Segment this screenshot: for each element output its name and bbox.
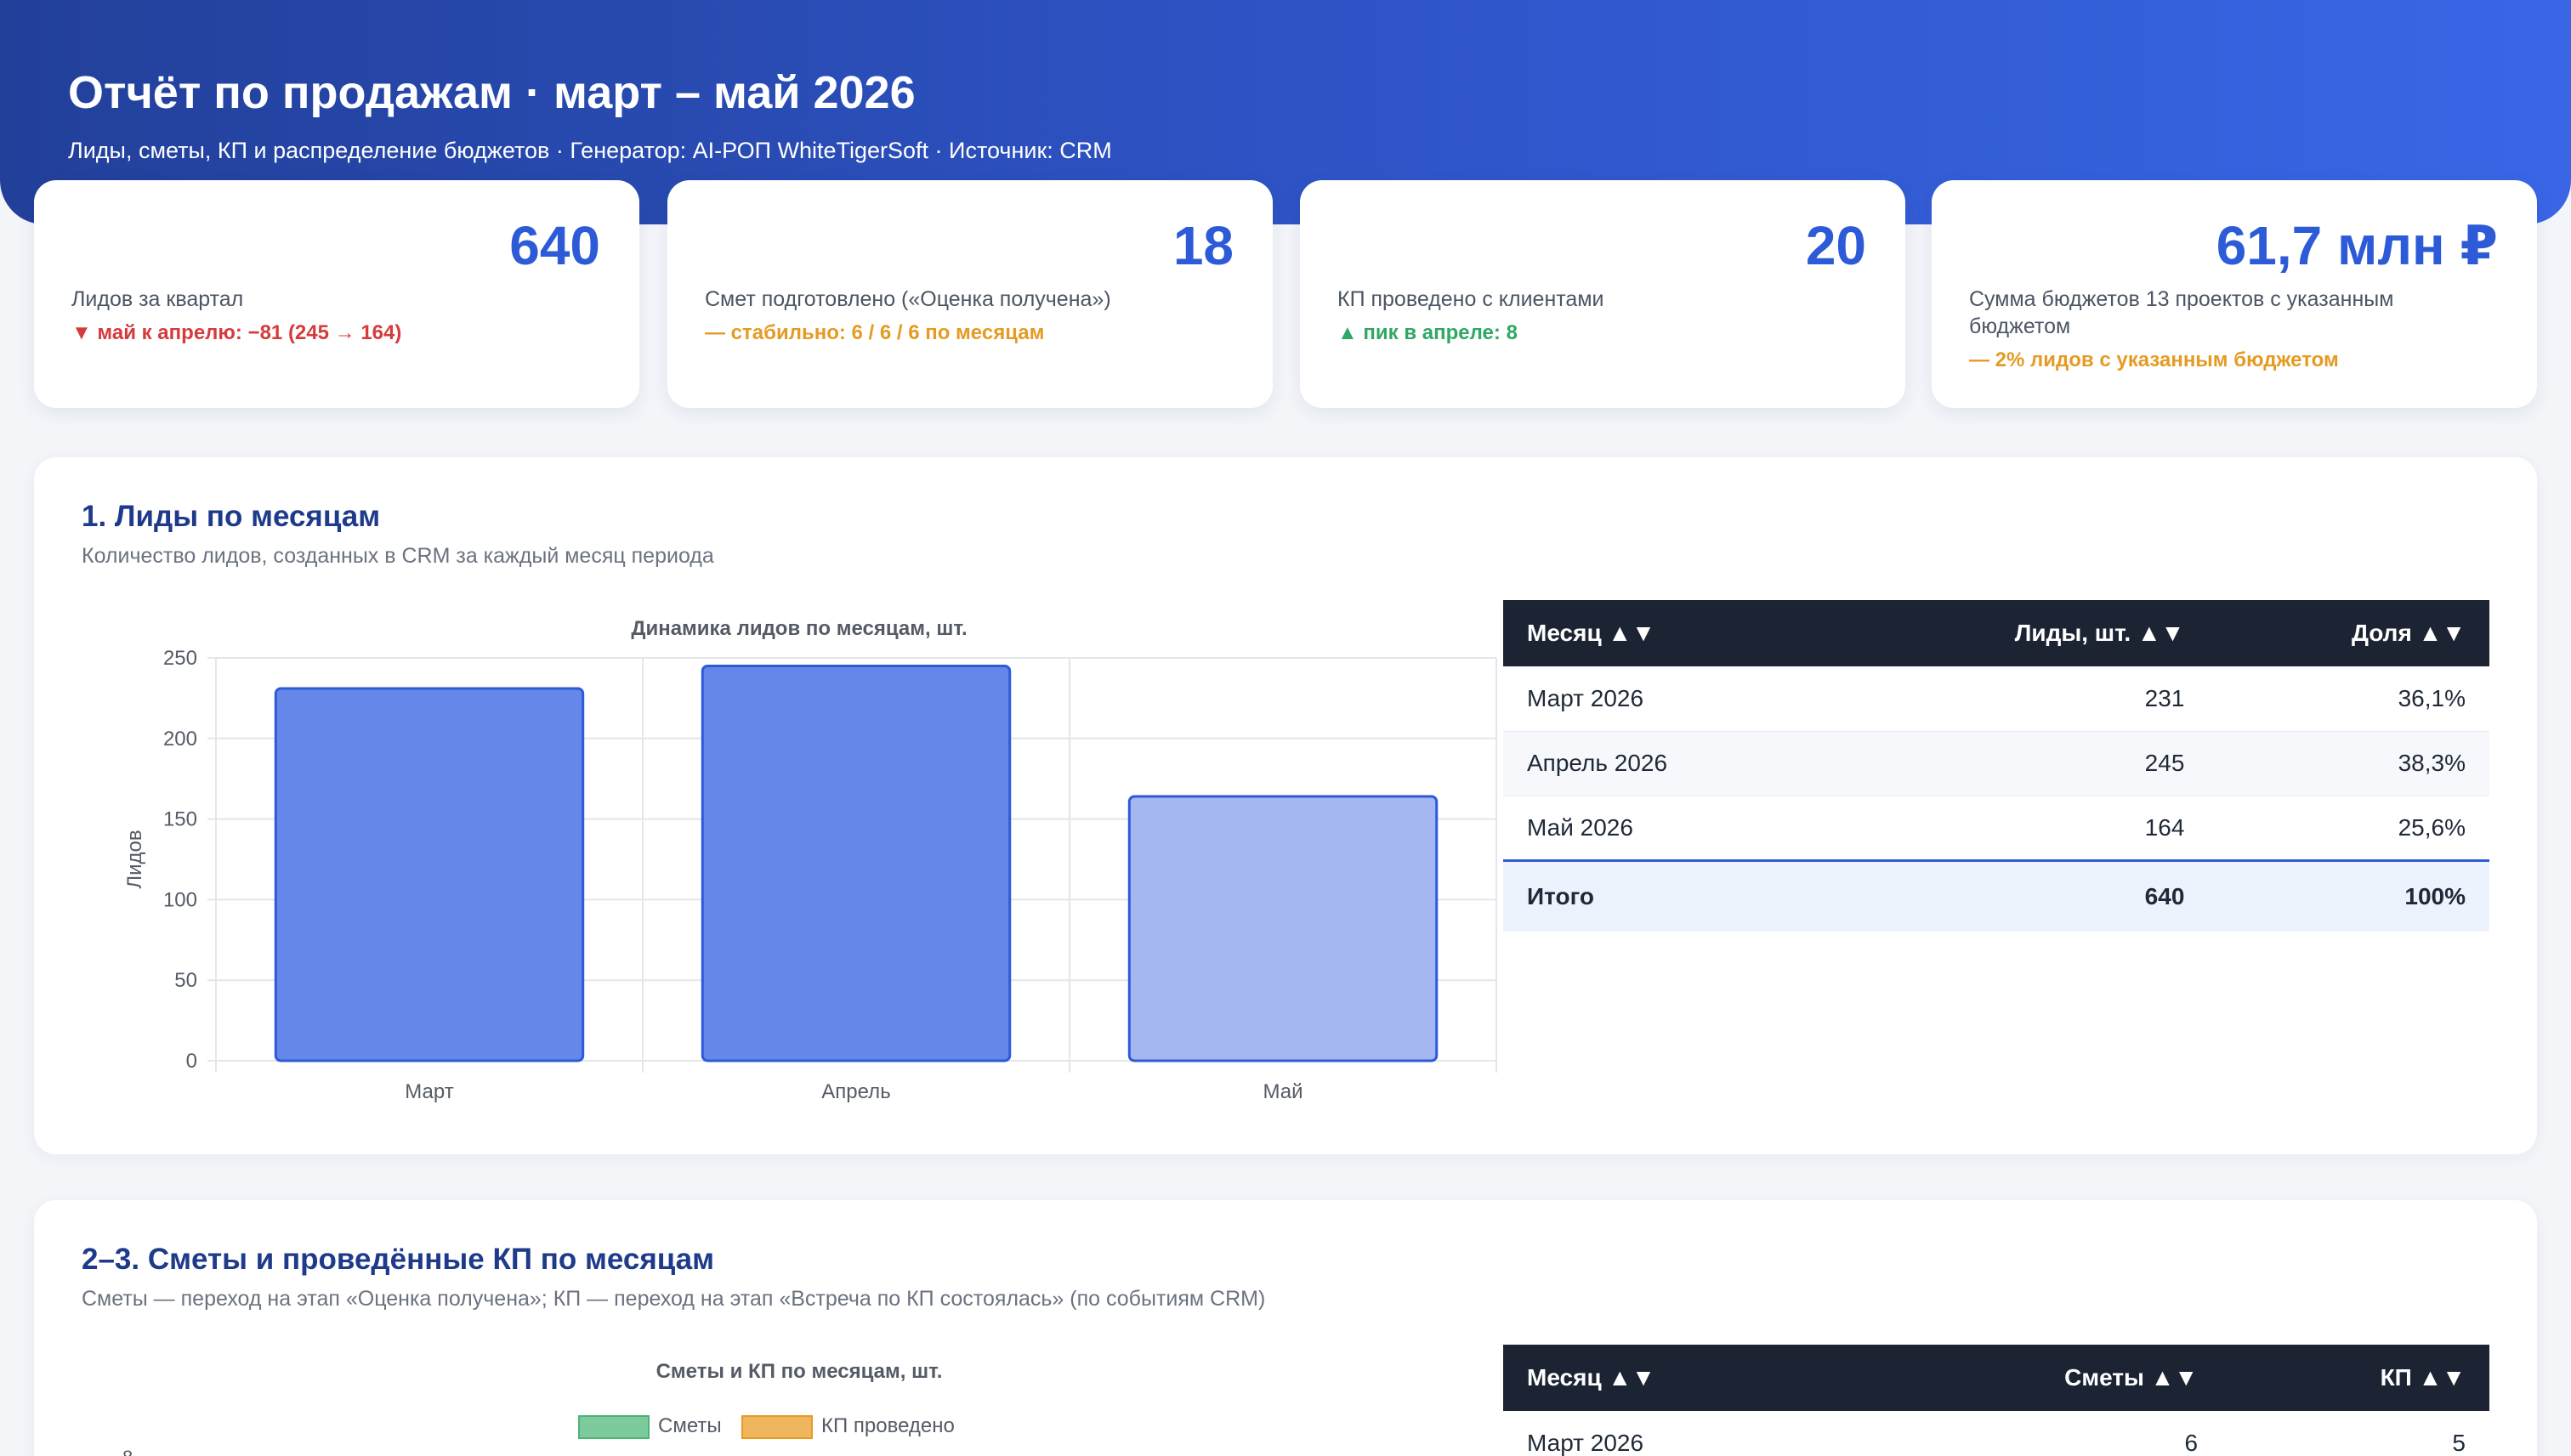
- legend-item-proposals[interactable]: КП проведено: [741, 1414, 955, 1439]
- y-tick-label: 200: [163, 728, 197, 751]
- section-leads-by-month: 1. Лиды по месяцам Количество лидов, соз…: [34, 457, 2537, 1154]
- kpi-value: 20: [1805, 215, 1866, 276]
- table-row: Март 2026 6 5: [1503, 1411, 2489, 1456]
- kpi-card-estimates: 18 Смет подготовлено («Оценка получена»)…: [667, 180, 1273, 408]
- cell-leads: 231: [1830, 666, 2209, 732]
- page-subtitle: Лиды, сметы, КП и распределение бюджетов…: [68, 138, 1112, 163]
- legend-swatch: [741, 1414, 813, 1439]
- kpi-value: 61,7 млн ₽: [2216, 215, 2498, 276]
- kpi-value: 640: [509, 215, 600, 276]
- leads-bar-chart: 0 50 100 150 200 250 Март Апрель Май Лидов: [123, 647, 1497, 1103]
- page-title: Отчёт по продажам · март – май 2026: [68, 67, 916, 118]
- cell-leads: 164: [1830, 796, 2209, 861]
- legend-swatch: [578, 1414, 650, 1439]
- column-header-leads[interactable]: Лиды, шт. ▲▼: [1830, 600, 2209, 666]
- kpi-note: — стабильно: 6 / 6 / 6 по месяцам: [705, 321, 1045, 344]
- cell-total-share: 100%: [2208, 858, 2489, 932]
- kpi-label: Лидов за квартал: [71, 287, 244, 311]
- table-row: Март 2026 231 36,1%: [1503, 666, 2489, 732]
- x-tick-label: Март: [405, 1080, 453, 1103]
- x-tick-label: Апрель: [821, 1080, 890, 1103]
- cell-total-label: Итого: [1503, 858, 1830, 932]
- kpi-note: ▲ пик в апреле: 8: [1337, 321, 1518, 344]
- table-row: Апрель 2026 245 38,3%: [1503, 731, 2489, 796]
- section-description: Количество лидов, созданных в CRM за каж…: [82, 544, 714, 568]
- cell-total-leads: 640: [1830, 858, 2209, 932]
- section-estimates-and-proposals: 2–3. Сметы и проведённые КП по месяцам С…: [34, 1200, 2537, 1456]
- kpi-card-proposals: 20 КП проведено с клиентами ▲ пик в апре…: [1300, 180, 1905, 408]
- bar-апрель: [701, 664, 1012, 1062]
- cell-estimates: 6: [1857, 1411, 2222, 1456]
- y-tick-label: 250: [163, 647, 197, 670]
- cell-month: Май 2026: [1503, 796, 1830, 861]
- estimates-table: Месяц ▲▼ Сметы ▲▼ КП ▲▼ Март 2026 6 5: [1503, 1345, 2489, 1456]
- chart-title: Динамика лидов по месяцам, шт.: [631, 617, 968, 640]
- section-title: 2–3. Сметы и проведённые КП по месяцам: [82, 1243, 715, 1276]
- table-total-row: Итого 640 100%: [1503, 858, 2489, 932]
- kpi-card-budgets: 61,7 млн ₽ Сумма бюджетов 13 проектов с …: [1932, 180, 2537, 408]
- cell-proposals: 5: [2222, 1411, 2489, 1456]
- y-tick-label: 100: [163, 888, 197, 911]
- column-header-proposals[interactable]: КП ▲▼: [2222, 1345, 2489, 1411]
- cell-month: Март 2026: [1503, 1411, 1858, 1456]
- chart-y-tick: 8: [122, 1447, 133, 1456]
- kpi-label: Смет подготовлено («Оценка получена»): [705, 287, 1111, 311]
- section-description: Сметы — переход на этап «Оценка получена…: [82, 1287, 1266, 1311]
- column-header-month[interactable]: Месяц ▲▼: [1503, 600, 1830, 666]
- section-title: 1. Лиды по месяцам: [82, 500, 381, 533]
- table-row: Май 2026 164 25,6%: [1503, 796, 2489, 861]
- column-header-month[interactable]: Месяц ▲▼: [1503, 1345, 1858, 1411]
- cell-share: 38,3%: [2208, 731, 2489, 796]
- kpi-label: КП проведено с клиентами: [1337, 287, 1604, 311]
- legend-label: Сметы: [658, 1414, 722, 1437]
- chart-legend: Сметы КП проведено: [578, 1414, 1020, 1443]
- cell-month: Март 2026: [1503, 666, 1830, 732]
- y-tick-label: 0: [186, 1050, 197, 1073]
- cell-month: Апрель 2026: [1503, 731, 1830, 796]
- column-header-share[interactable]: Доля ▲▼: [2208, 600, 2489, 666]
- cell-share: 36,1%: [2208, 666, 2489, 732]
- y-axis-label: Лидов: [123, 830, 146, 888]
- kpi-label: Сумма бюджетов 13 проектов с указанным б…: [1969, 287, 2394, 338]
- column-header-estimates[interactable]: Сметы ▲▼: [1857, 1345, 2222, 1411]
- chart-title: Сметы и КП по месяцам, шт.: [656, 1360, 943, 1383]
- cell-share: 25,6%: [2208, 796, 2489, 861]
- bar-март: [274, 687, 585, 1062]
- cell-leads: 245: [1830, 731, 2209, 796]
- y-tick-label: 50: [174, 969, 197, 992]
- kpi-value: 18: [1172, 215, 1234, 276]
- kpi-note: ▼ май к апрелю: −81 (245 → 164): [71, 321, 402, 344]
- legend-label: КП проведено: [821, 1414, 955, 1437]
- y-tick-label: 150: [163, 808, 197, 831]
- x-tick-label: Май: [1263, 1080, 1303, 1103]
- leads-table: Месяц ▲▼ Лиды, шт. ▲▼ Доля ▲▼ Март 2026 …: [1503, 600, 2489, 932]
- bar-май: [1127, 795, 1439, 1062]
- kpi-card-leads: 640 Лидов за квартал ▼ май к апрелю: −81…: [34, 180, 639, 408]
- kpi-note: — 2% лидов с указанным бюджетом: [1969, 348, 2339, 371]
- legend-item-estimates[interactable]: Сметы: [578, 1414, 722, 1439]
